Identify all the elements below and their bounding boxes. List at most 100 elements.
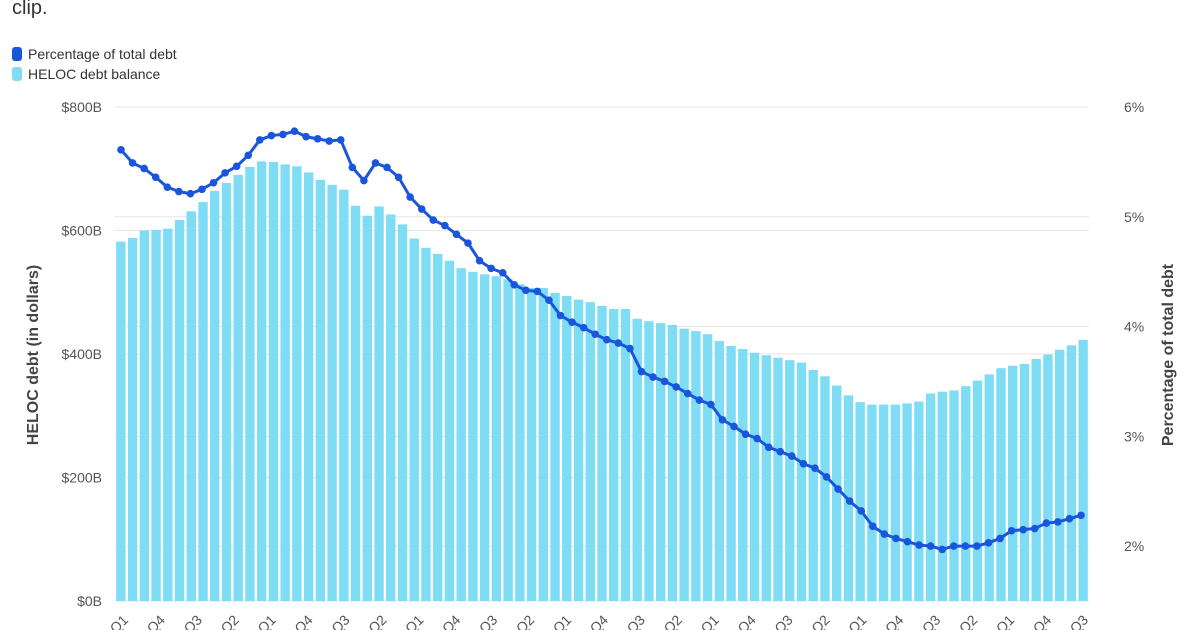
bar-65[interactable] — [878, 404, 889, 601]
line-point-57[interactable] — [776, 447, 785, 456]
bar-6[interactable] — [186, 211, 196, 602]
line-point-47[interactable] — [660, 377, 669, 386]
line-point-39[interactable] — [568, 318, 576, 326]
line-point-69[interactable] — [915, 541, 923, 549]
bar-41[interactable] — [597, 305, 607, 601]
line-point-73[interactable] — [961, 542, 970, 550]
line-point-79[interactable] — [1030, 524, 1039, 533]
line-point-68[interactable] — [903, 537, 912, 546]
line-point-50[interactable] — [695, 396, 704, 404]
line-point-37[interactable] — [545, 296, 553, 305]
line-point-59[interactable] — [799, 459, 808, 468]
line-point-29[interactable] — [452, 230, 461, 239]
line-point-4[interactable] — [163, 183, 172, 191]
bar-80[interactable] — [1054, 349, 1065, 601]
bar-38[interactable] — [562, 295, 572, 601]
line-point-36[interactable] — [533, 287, 542, 296]
bar-82[interactable] — [1078, 339, 1088, 601]
line-point-10[interactable] — [232, 162, 241, 171]
line-point-33[interactable] — [498, 268, 507, 277]
bar-81[interactable] — [1066, 345, 1077, 601]
line-point-49[interactable] — [683, 389, 692, 398]
line-point-72[interactable] — [949, 542, 958, 550]
bar-77[interactable] — [1019, 363, 1030, 601]
bar-34[interactable] — [515, 284, 525, 601]
bar-14[interactable] — [280, 164, 290, 602]
bar-25[interactable] — [409, 238, 419, 601]
bar-64[interactable] — [867, 404, 877, 601]
line-point-43[interactable] — [614, 339, 623, 347]
line-point-16[interactable] — [302, 132, 310, 141]
line-point-6[interactable] — [186, 189, 195, 198]
line-point-64[interactable] — [857, 507, 866, 515]
bar-20[interactable] — [350, 205, 361, 602]
line-point-55[interactable] — [753, 434, 761, 443]
line-point-7[interactable] — [198, 185, 206, 194]
line-point-24[interactable] — [394, 173, 403, 182]
bar-2[interactable] — [139, 230, 150, 602]
line-point-30[interactable] — [464, 239, 472, 247]
line-point-81[interactable] — [1054, 518, 1062, 526]
bar-66[interactable] — [890, 404, 901, 601]
line-point-83[interactable] — [1077, 511, 1085, 520]
bar-54[interactable] — [749, 352, 760, 601]
bar-16[interactable] — [303, 172, 314, 601]
line-point-1[interactable] — [128, 159, 137, 167]
bar-32[interactable] — [491, 276, 502, 601]
line-point-41[interactable] — [591, 330, 600, 339]
bar-67[interactable] — [902, 403, 912, 601]
bar-19[interactable] — [339, 189, 349, 601]
line-point-44[interactable] — [626, 344, 634, 353]
line-point-21[interactable] — [360, 176, 368, 185]
line-point-9[interactable] — [221, 169, 229, 177]
line-point-53[interactable] — [730, 422, 738, 431]
bar-22[interactable] — [374, 206, 384, 602]
bar-8[interactable] — [210, 190, 220, 602]
bar-5[interactable] — [174, 220, 185, 601]
line-point-2[interactable] — [140, 164, 148, 173]
bar-53[interactable] — [738, 349, 748, 601]
legend-item-heloc[interactable]: HELOC debt balance — [12, 64, 177, 84]
line-point-71[interactable] — [938, 545, 947, 554]
bar-31[interactable] — [479, 274, 490, 601]
line-point-80[interactable] — [1042, 519, 1051, 527]
bar-9[interactable] — [221, 182, 232, 601]
bar-0[interactable] — [116, 241, 126, 602]
bar-73[interactable] — [972, 380, 983, 601]
line-point-17[interactable] — [313, 135, 322, 143]
line-point-48[interactable] — [672, 383, 680, 391]
line-point-18[interactable] — [325, 137, 333, 145]
line-point-40[interactable] — [579, 323, 588, 332]
bar-75[interactable] — [996, 368, 1006, 601]
line-point-38[interactable] — [556, 311, 565, 320]
line-point-63[interactable] — [845, 497, 854, 505]
bar-30[interactable] — [468, 271, 478, 601]
line-point-76[interactable] — [996, 534, 1004, 543]
bar-1[interactable] — [127, 237, 138, 601]
bar-18[interactable] — [327, 184, 337, 601]
bar-44[interactable] — [632, 318, 642, 601]
bar-43[interactable] — [620, 308, 631, 601]
bar-4[interactable] — [163, 228, 173, 601]
bar-50[interactable] — [702, 334, 713, 601]
line-point-34[interactable] — [510, 281, 519, 289]
bar-33[interactable] — [503, 279, 513, 601]
bar-15[interactable] — [292, 166, 302, 601]
bar-35[interactable] — [526, 287, 537, 601]
bar-57[interactable] — [785, 360, 795, 601]
bar-49[interactable] — [691, 331, 701, 601]
line-point-20[interactable] — [348, 163, 357, 172]
line-point-56[interactable] — [764, 443, 773, 452]
bar-45[interactable] — [644, 321, 654, 601]
bar-52[interactable] — [726, 345, 736, 601]
bar-58[interactable] — [796, 362, 807, 601]
bar-47[interactable] — [667, 324, 678, 601]
bar-46[interactable] — [655, 323, 666, 601]
line-point-28[interactable] — [441, 221, 449, 230]
bar-56[interactable] — [773, 357, 783, 601]
line-point-65[interactable] — [869, 522, 877, 531]
line-point-8[interactable] — [209, 178, 218, 187]
line-point-14[interactable] — [279, 130, 287, 139]
line-point-42[interactable] — [602, 335, 611, 344]
line-point-3[interactable] — [151, 173, 160, 182]
